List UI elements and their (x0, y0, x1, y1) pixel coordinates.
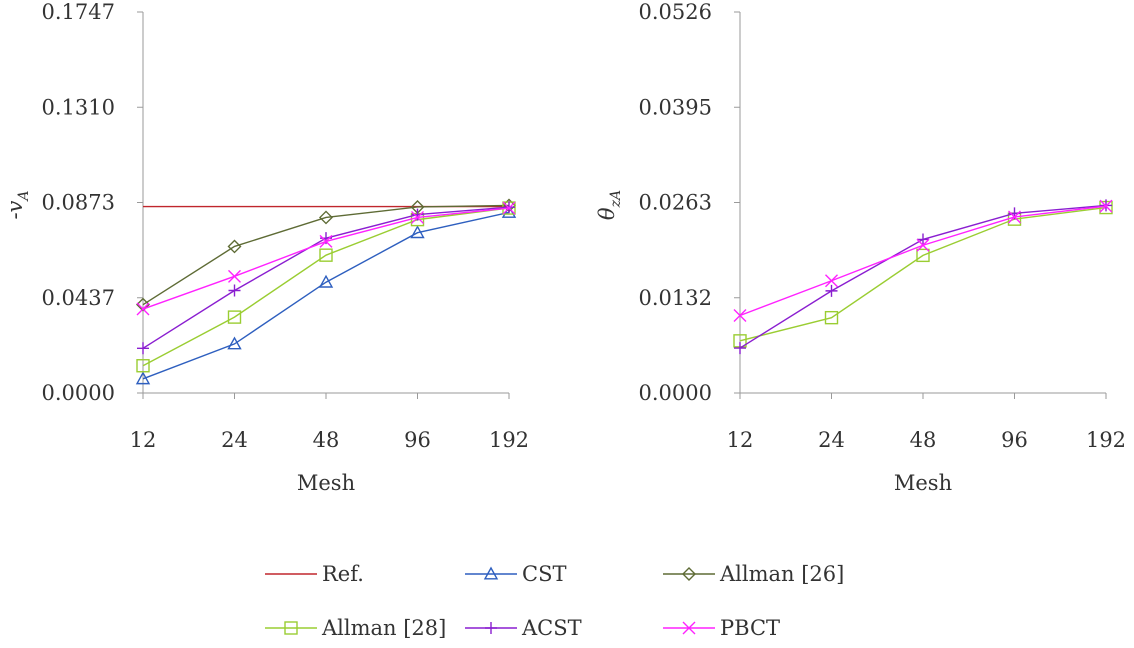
data-point-cst (318, 274, 334, 288)
legend-label: CST (522, 562, 566, 586)
x-axis-label: Mesh (894, 471, 952, 495)
series-acst (734, 199, 1112, 355)
series-pbct (136, 201, 516, 316)
x-tick-label: 192 (489, 428, 529, 452)
x-tick-label: 48 (910, 428, 937, 452)
data-point-allman-26 (319, 210, 333, 225)
data-point-pbct (825, 274, 838, 288)
data-point-acst (825, 284, 838, 297)
data-point-pbct (411, 210, 424, 224)
series-line-allman-26 (142, 204, 510, 306)
legend-marker (483, 566, 499, 580)
legend-item-allman-26: Allman [26] (663, 562, 844, 586)
legend: Ref. CST Allman [26] Allman [28] ACST PBCT (265, 562, 844, 640)
y-tick-label: 0.0437 (42, 286, 115, 310)
data-point-acst (411, 208, 424, 221)
legend-label: ACST (521, 616, 582, 640)
x-tick-label: 24 (221, 428, 248, 452)
data-point-acst (734, 342, 746, 355)
y-tick-label: 0.0132 (639, 286, 712, 310)
x-tick-label: 12 (727, 428, 754, 452)
legend-label: PBCT (720, 616, 780, 640)
data-point-pbct (733, 309, 747, 322)
legend-item-ref: Ref. (265, 562, 364, 586)
data-point-cst (410, 225, 425, 239)
series-line-cst (142, 211, 510, 380)
legend-marker (682, 567, 696, 581)
data-point-pbct (1008, 210, 1021, 224)
series-line-allman-28 (739, 206, 1107, 342)
y-tick-label: 0.0000 (639, 381, 712, 405)
legend-item-pbct: PBCT (663, 616, 780, 640)
y-axis-label: -vA (3, 190, 32, 219)
legend-item-cst: CST (465, 562, 566, 586)
y-tick-label: 0.1747 (42, 0, 115, 24)
data-point-allman-26 (227, 239, 242, 254)
data-point-allman-28 (916, 248, 930, 263)
legend-item-acst: ACST (465, 616, 582, 640)
data-point-pbct (319, 234, 333, 248)
y-tick-label: 0.0395 (639, 95, 712, 119)
right-chart-panel: 0.0000 0.0132 0.0263 0.0395 0.0526 12 24 48 96 19… (595, 0, 1126, 495)
y-tick-label: 0.0873 (42, 191, 115, 215)
series-line-acst (142, 206, 510, 349)
legend-label: Allman [28] (321, 616, 446, 640)
legend-marker (284, 621, 298, 635)
x-tick-label: 96 (1001, 428, 1028, 452)
series-pbct (733, 199, 1113, 322)
data-point-pbct (136, 302, 150, 316)
data-point-pbct (1099, 199, 1113, 213)
legend-label: Ref. (322, 562, 364, 586)
y-tick-label: 0.0000 (42, 381, 115, 405)
data-point-pbct (228, 269, 241, 283)
data-point-cst (135, 371, 151, 385)
y-axis-label: θzA (595, 190, 624, 220)
data-point-allman-26 (136, 297, 150, 312)
x-tick-label: 192 (1086, 428, 1126, 452)
data-point-acst (137, 342, 149, 355)
x-axis-label: Mesh (297, 471, 355, 495)
data-point-pbct (916, 238, 930, 252)
data-point-acst (917, 233, 929, 246)
data-point-allman-28 (136, 359, 150, 373)
data-point-allman-28 (824, 310, 839, 325)
y-tick-label: 0.0263 (639, 191, 712, 215)
data-point-acst (228, 284, 241, 297)
series-allman-28 (733, 200, 1113, 348)
series-line-allman-28 (142, 207, 510, 367)
legend-item-allman-28: Allman [28] (265, 616, 446, 640)
data-point-allman-28 (319, 248, 333, 262)
x-tick-label: 24 (818, 428, 845, 452)
legend-marker (682, 621, 696, 635)
x-tick-label: 12 (130, 428, 157, 452)
y-tick-label: 0.0526 (639, 0, 712, 24)
data-point-pbct (502, 201, 516, 215)
data-point-allman-28 (227, 310, 242, 324)
x-tick-label: 96 (404, 428, 431, 452)
legend-marker (485, 622, 497, 634)
y-tick-label: 0.1310 (42, 95, 115, 119)
legend-label: Allman [26] (719, 562, 844, 586)
x-tick-label: 48 (313, 428, 340, 452)
left-chart-panel: 0.0000 0.0437 0.0873 0.1310 0.1747 12 24 48 96 19… (3, 0, 529, 495)
data-point-cst (227, 336, 242, 350)
